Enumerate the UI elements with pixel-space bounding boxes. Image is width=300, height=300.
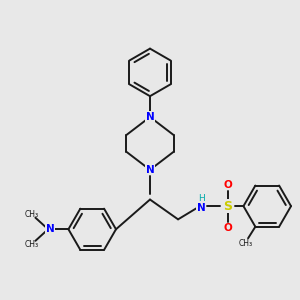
Text: CH₃: CH₃ bbox=[238, 239, 253, 248]
Text: H: H bbox=[198, 194, 205, 203]
Text: N: N bbox=[197, 203, 206, 213]
Text: N: N bbox=[46, 224, 55, 234]
Text: O: O bbox=[223, 223, 232, 232]
Text: N: N bbox=[146, 165, 154, 175]
Text: N: N bbox=[146, 112, 154, 122]
Text: S: S bbox=[223, 200, 232, 213]
Text: CH₃: CH₃ bbox=[25, 210, 39, 219]
Text: O: O bbox=[223, 180, 232, 190]
Text: CH₃: CH₃ bbox=[25, 240, 39, 249]
